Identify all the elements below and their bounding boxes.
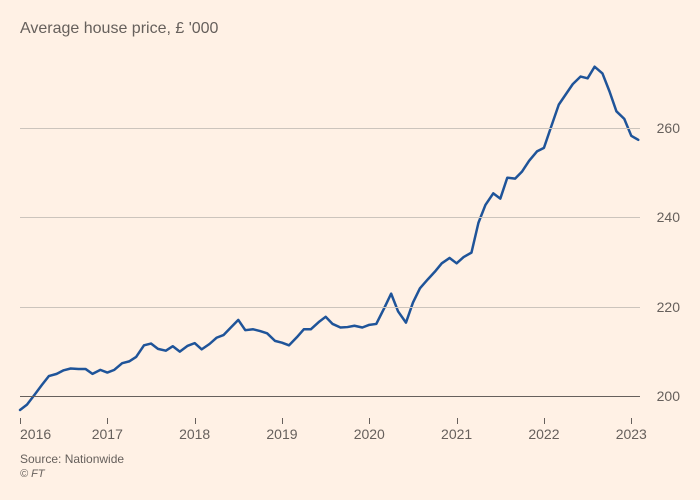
line-chart-svg (20, 48, 640, 418)
x-axis-label: 2017 (92, 426, 123, 442)
x-axis-label: 2023 (616, 426, 647, 442)
x-axis-tick (20, 418, 21, 424)
gridline (20, 217, 640, 218)
gridline (20, 128, 640, 129)
x-axis-tick (544, 418, 545, 424)
x-axis-label: 2022 (528, 426, 559, 442)
x-axis-label: 2018 (179, 426, 210, 442)
x-axis-label: 2021 (441, 426, 472, 442)
x-axis-label: 2019 (266, 426, 297, 442)
price-line (20, 67, 638, 410)
chart-copyright: © FT (20, 468, 680, 480)
x-axis-tick (107, 418, 108, 424)
x-axis-tick (457, 418, 458, 424)
y-axis-label: 220 (657, 299, 680, 315)
x-axis-tick (282, 418, 283, 424)
x-axis-tick (631, 418, 632, 424)
x-axis-tick (369, 418, 370, 424)
chart-subtitle: Average house price, £ '000 (20, 20, 680, 38)
gridline (20, 307, 640, 308)
y-axis-label: 260 (657, 120, 680, 136)
y-axis-label: 240 (657, 209, 680, 225)
plot-area: 2002202402602016201720182019202020212022… (20, 48, 640, 418)
chart-source: Source: Nationwide (20, 452, 680, 466)
y-axis-label: 200 (657, 388, 680, 404)
chart-container: Average house price, £ '000 200220240260… (0, 0, 700, 500)
x-axis-label: 2020 (354, 426, 385, 442)
x-axis-tick (195, 418, 196, 424)
x-axis-baseline (20, 396, 640, 397)
x-axis-label: 2016 (20, 426, 51, 442)
